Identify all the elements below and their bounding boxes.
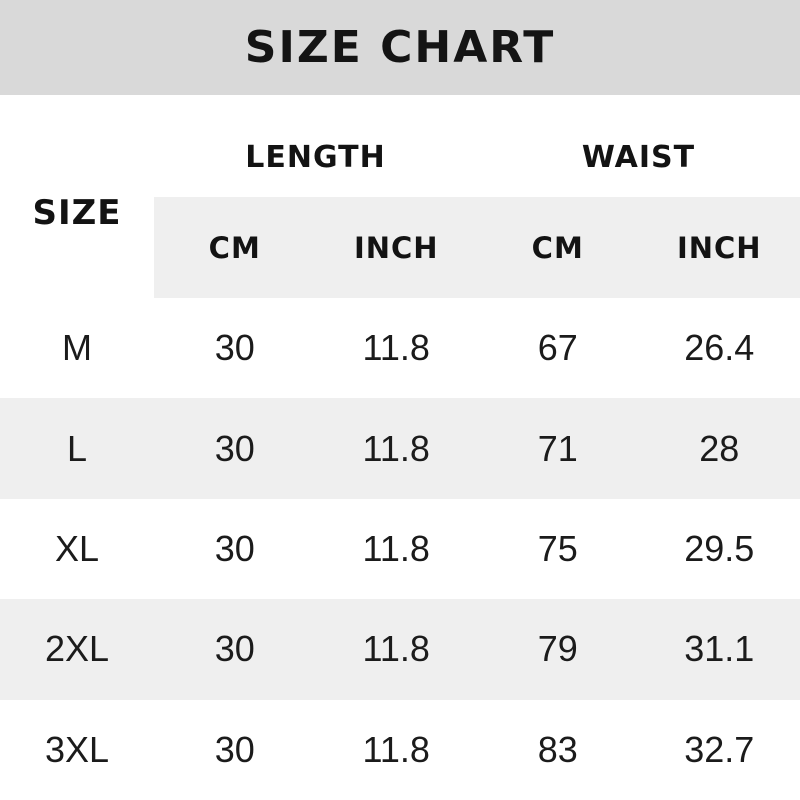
size-column-spacer	[0, 95, 154, 197]
header-unit-row: CM INCH CM INCH	[154, 197, 800, 298]
waist-cm-cell: 71	[537, 427, 578, 469]
unit-header-length-inch: INCH	[353, 230, 439, 265]
waist-inch-cell: 26.4	[684, 327, 755, 369]
length-cm-cell: 30	[214, 728, 255, 770]
header-group-row: LENGTH WAIST	[0, 95, 800, 197]
table-row-m: M 30 11.8 67 26.4	[0, 298, 800, 398]
size-cell: XL	[54, 528, 100, 570]
size-column-header: SIZE	[32, 193, 122, 233]
waist-cm-cell: 83	[537, 728, 578, 770]
waist-cm-cell: 67	[537, 327, 578, 369]
size-cell: L	[66, 427, 88, 469]
title-band: SIZE CHART	[0, 0, 800, 95]
table-row-2xl: 2XL 30 11.8 79 31.1	[0, 599, 800, 700]
size-chart-header: SIZE LENGTH WAIST CM INCH CM INCH	[0, 95, 800, 298]
length-cm-cell: 30	[214, 628, 255, 670]
size-cell: M	[62, 327, 92, 369]
table-row-xl: XL 30 11.8 75 29.5	[0, 499, 800, 599]
table-row-l: L 30 11.8 71 28	[0, 398, 800, 499]
unit-header-waist-inch: INCH	[676, 230, 762, 265]
length-cm-cell: 30	[214, 427, 255, 469]
length-inch-cell: 11.8	[362, 528, 430, 570]
waist-inch-cell: 31.1	[684, 628, 755, 670]
page-title: SIZE CHART	[244, 22, 556, 73]
length-inch-cell: 11.8	[362, 628, 430, 670]
unit-header-length-cm: CM	[208, 230, 261, 265]
size-cell: 2XL	[44, 628, 110, 670]
unit-header-waist-cm: CM	[531, 230, 584, 265]
length-cm-cell: 30	[214, 528, 255, 570]
waist-cm-cell: 79	[537, 628, 578, 670]
waist-cm-cell: 75	[537, 528, 578, 570]
length-inch-cell: 11.8	[362, 728, 430, 770]
size-chart-body: M 30 11.8 67 26.4 L 30 11.8 71 28 XL 30 …	[0, 298, 800, 800]
group-label-length: LENGTH	[245, 139, 386, 175]
group-label-waist: WAIST	[581, 139, 696, 175]
length-inch-cell: 11.8	[362, 327, 430, 369]
waist-inch-cell: 29.5	[684, 528, 755, 570]
waist-inch-cell: 32.7	[684, 728, 755, 770]
length-inch-cell: 11.8	[362, 427, 430, 469]
table-row-3xl: 3XL 30 11.8 83 32.7	[0, 700, 800, 800]
size-cell: 3XL	[44, 728, 110, 770]
waist-inch-cell: 28	[699, 427, 740, 469]
length-cm-cell: 30	[214, 327, 255, 369]
